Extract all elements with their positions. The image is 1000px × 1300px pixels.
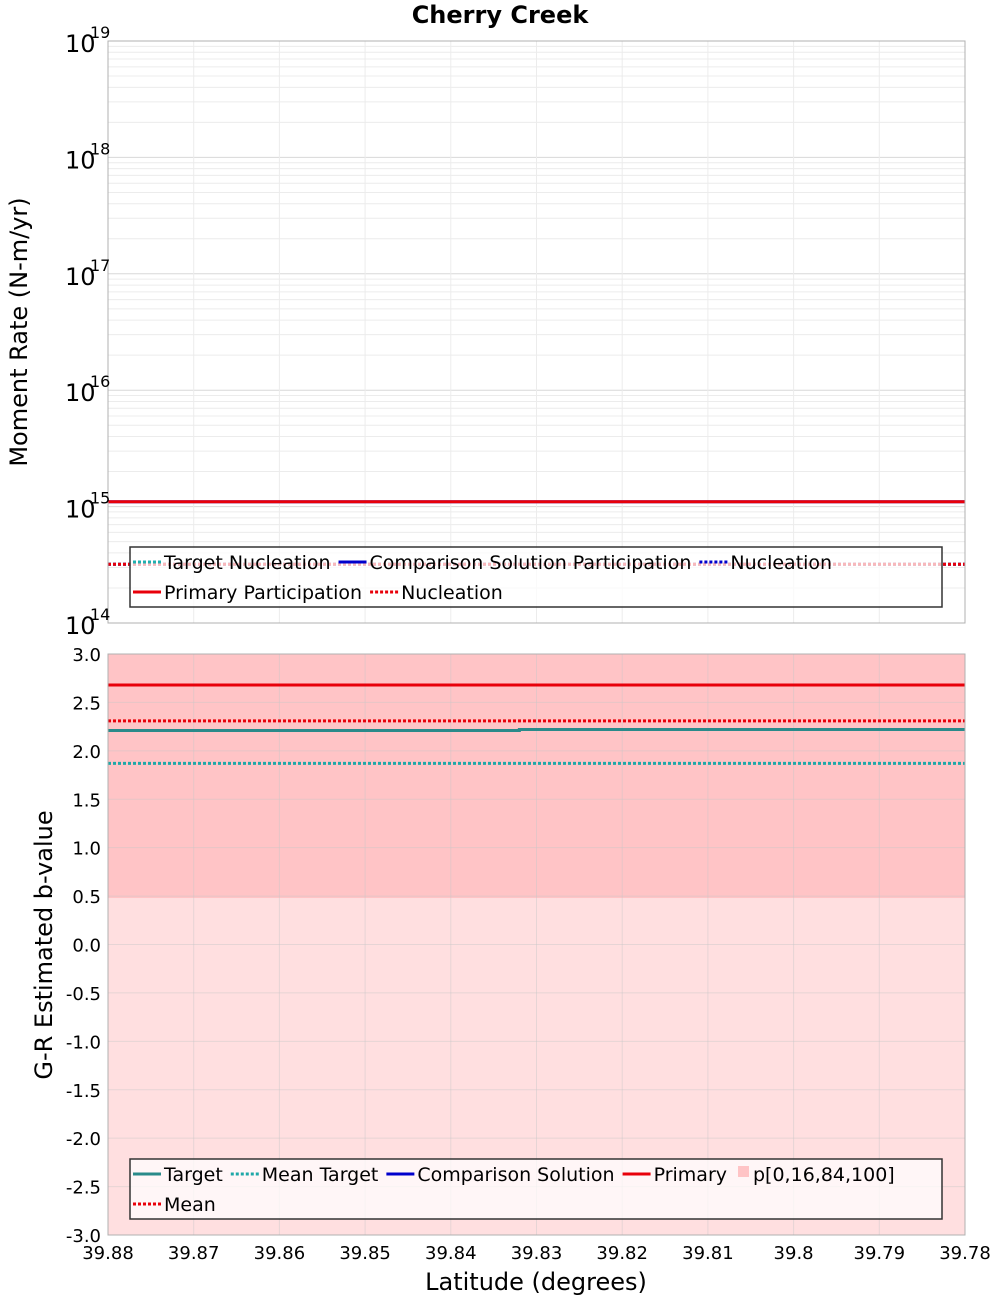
y-tick-label: 1.5 — [72, 790, 101, 811]
x-tick-label: 39.78 — [939, 1243, 991, 1264]
legend-label: Target — [163, 1164, 223, 1186]
legend-label: Target Nucleation — [163, 552, 331, 574]
top-y-axis-label: Moment Rate (N-m/yr) — [5, 197, 33, 466]
y-tick-label: 0.5 — [72, 887, 101, 908]
y-tick-label: 10 — [65, 496, 96, 524]
y-tick-label: -1.0 — [66, 1032, 101, 1053]
legend-label: Nucleation — [730, 552, 832, 574]
y-tick-label: 10 — [65, 612, 96, 640]
y-tick-label: 10 — [65, 263, 96, 291]
plot-frame — [107, 653, 966, 1236]
x-tick-label: 39.83 — [511, 1243, 563, 1264]
x-tick-label: 39.79 — [854, 1243, 906, 1264]
x-tick-label: 39.85 — [339, 1243, 391, 1264]
legend-box — [129, 1158, 943, 1220]
legend: Target Nucleation Comparison Solution Par… — [129, 546, 943, 608]
band-1 — [108, 654, 965, 899]
x-tick-label: 39.86 — [254, 1243, 306, 1264]
legend-swatch — [738, 1166, 749, 1177]
x-tick-label: 39.84 — [425, 1243, 477, 1264]
y-tick-exponent: 19 — [90, 23, 110, 42]
y-tick-label: -0.5 — [66, 984, 101, 1005]
y-tick-label: 0.0 — [72, 936, 101, 957]
x-tick-label: 39.88 — [82, 1243, 134, 1264]
x-tick-label: 39.81 — [682, 1243, 734, 1264]
bottom-y-axis-label: G-R Estimated b-value — [30, 810, 58, 1079]
y-tick-label: 10 — [65, 30, 96, 58]
y-tick-exponent: 17 — [90, 256, 110, 275]
y-tick-label: -2.0 — [66, 1129, 101, 1150]
y-tick-exponent: 15 — [90, 489, 110, 508]
x-axis-label: Latitude (degrees) — [425, 1268, 647, 1296]
b-value-panel: 3.0 2.5 2.0 1.5 1.0 0.5 0.0 -0.5 -1.0 -1.5 -2.0 -2.… — [66, 645, 991, 1264]
x-tick-label: 39.8 — [774, 1243, 814, 1264]
legend-label: Nucleation — [401, 582, 503, 604]
plot-frame — [107, 40, 966, 624]
legend-label: Mean Target — [262, 1164, 379, 1186]
legend-label: Comparison Solution Participation — [370, 552, 692, 574]
series-line-0 — [108, 728, 965, 732]
y-tick-exponent: 16 — [90, 372, 110, 391]
y-tick-exponent: 14 — [90, 605, 110, 624]
legend-label: p[0,16,84,100] — [753, 1164, 895, 1186]
legend-label: Primary Participation — [164, 582, 362, 604]
y-tick-label: -3.0 — [66, 1226, 101, 1247]
y-tick-label: -2.5 — [66, 1178, 101, 1199]
legend-box — [129, 546, 943, 608]
y-tick-exponent: 18 — [90, 139, 110, 158]
y-tick-label: 3.0 — [72, 645, 101, 666]
legend: Target Mean Target Comparison Solution Prim… — [129, 1158, 943, 1220]
legend-label: Comparison Solution — [417, 1164, 614, 1186]
y-tick-label: 1.0 — [72, 839, 101, 860]
x-tick-label: 39.82 — [596, 1243, 648, 1264]
legend-label: Primary — [654, 1164, 727, 1186]
y-tick-label: 2.5 — [72, 693, 101, 714]
y-tick-label: 2.0 — [72, 742, 101, 763]
x-tick-label: 39.87 — [168, 1243, 220, 1264]
y-tick-label: 10 — [65, 379, 96, 407]
legend-label: Mean — [164, 1194, 216, 1216]
y-tick-label: -1.5 — [66, 1081, 101, 1102]
chart-title: Cherry Creek — [412, 1, 590, 29]
y-tick-label: 10 — [65, 146, 96, 174]
